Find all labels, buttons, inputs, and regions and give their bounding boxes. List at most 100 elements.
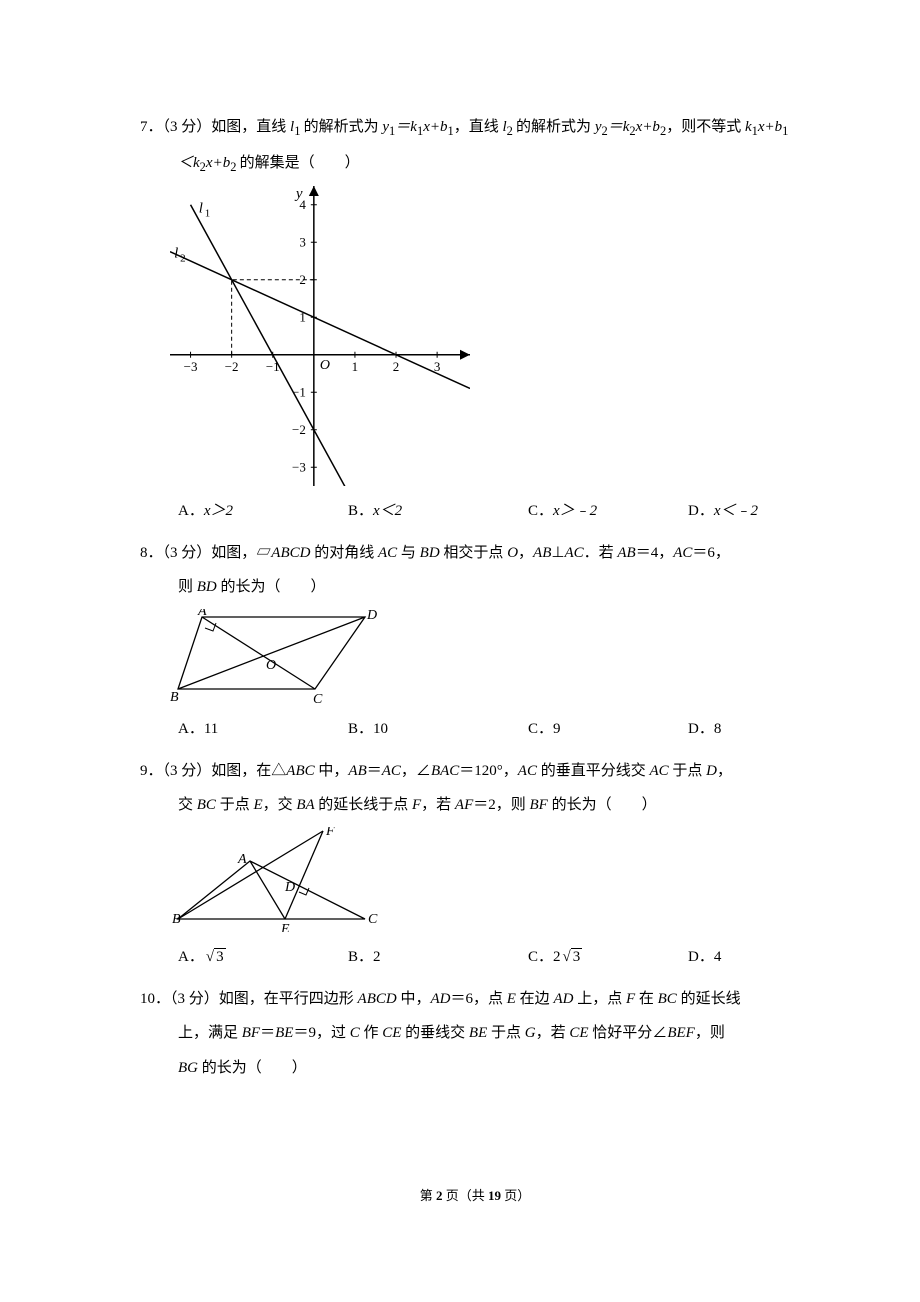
q10-number: 10． [140,991,170,1007]
t: ⊥ [551,545,564,561]
t: AB [533,545,551,561]
t: BF [530,797,552,813]
q8-points: （3 分） [163,545,212,561]
t: E [253,797,262,813]
q8-number: 8． [140,545,163,561]
t: x＜2 [373,503,402,519]
svg-text:1: 1 [352,358,359,373]
t: x+b [636,119,660,135]
t: F [626,991,639,1007]
t: 2 [507,124,516,138]
q10-stem-line3: BG 的长为（ ） [140,1051,810,1086]
t: 如图，在△ [211,763,286,779]
svg-text:A: A [197,609,207,619]
svg-text:B: B [172,912,181,927]
t: CE [382,1025,405,1041]
t: C． [528,503,553,519]
t: y [379,119,389,135]
svg-text:−3: −3 [292,459,306,474]
svg-text:O: O [266,658,276,673]
t: AC [649,763,672,779]
t: ＝ [260,1025,275,1041]
svg-text:C: C [368,912,378,927]
q9-stem: 9．（3 分）如图，在△ABC 中，AB＝AC，∠BAC＝120°，AC 的垂直… [140,754,810,789]
t: BE [275,1025,293,1041]
q8-opt-d: D．8 [688,713,721,746]
t: AC [378,545,401,561]
t: 中， [400,991,430,1007]
q9-options: A．3 B．2 C．23 D．4 [140,941,810,974]
t: BE [469,1025,491,1041]
t: BAC [431,763,459,779]
q8-opt-a: A．11 [178,713,348,746]
footer-total: 19 [488,1188,501,1203]
t: ＜k [178,155,200,171]
page-footer: 第 2 页（共 19 页） [140,1185,810,1224]
t: x＞2 [204,503,233,519]
svg-text:y: y [294,186,303,202]
t: ＝6，点 [450,991,506,1007]
q9-opt-d: D．4 [688,941,721,974]
svg-text:D: D [366,609,377,623]
t: A． [178,503,204,519]
t: ，∠ [401,763,431,779]
q7-stem: 7．（3 分）如图，直线 l1 的解析式为 y1＝k1x+b1，直线 l2 的解… [140,110,810,146]
t: 的垂线交 [405,1025,469,1041]
t: AD [430,991,450,1007]
t: D． [688,503,714,519]
svg-text:−2: −2 [292,421,306,436]
t: AC [564,545,583,561]
t: ，则 [695,1025,725,1041]
svg-text:B: B [170,690,179,704]
t: CE [569,1025,592,1041]
t: 相交于点 [443,545,507,561]
q8-opt-b: B．10 [348,713,528,746]
t: 上，满足 [178,1025,242,1041]
t: ABCD [358,991,401,1007]
t: 如图，在平行四边形 [219,991,358,1007]
q7-opt-a: A．x＞2 [178,495,348,528]
t: ，若 [421,797,455,813]
t: ．若 [584,545,618,561]
svg-text:C: C [313,692,323,704]
t: x＜﹣2 [714,503,758,519]
svg-text:l: l [174,245,178,261]
t: O [507,545,518,561]
t: ， [518,545,533,561]
q8-stem-line2: 则 BD 的长为（ ） [140,570,810,605]
t: ＝ [367,763,382,779]
t: BG [178,1060,202,1076]
t: A． [178,949,204,965]
q9-points: （3 分） [163,763,212,779]
sqrt-icon: 3 [561,941,583,974]
q7-points: （3 分） [163,119,212,135]
t: C．2 [528,949,561,965]
q8-figure: A B C D O [140,609,810,709]
t: AD [553,991,577,1007]
svg-text:D: D [284,880,295,895]
t: x+b [206,155,230,171]
q9-opt-a: A．3 [178,941,348,974]
q8-stem: 8．（3 分）如图，▱ABCD 的对角线 AC 与 BD 相交于点 O，AB⊥A… [140,536,810,571]
q7-opt-d: D．x＜﹣2 [688,495,758,528]
t: 恰好平分∠ [592,1025,667,1041]
t: 上，点 [577,991,626,1007]
svg-text:l: l [199,200,203,216]
question-9: 9．（3 分）如图，在△ABC 中，AB＝AC，∠BAC＝120°，AC 的垂直… [140,754,810,974]
svg-text:3: 3 [434,358,441,373]
t: AF [455,797,473,813]
t: D [706,763,717,779]
q8-opt-c: C．9 [528,713,688,746]
t: AB [617,545,635,561]
svg-text:A: A [237,852,247,867]
sqrt-icon: 3 [204,941,226,974]
svg-text:−1: −1 [266,358,280,373]
t: ，直线 [454,119,499,135]
q10-points: （3 分） [170,991,219,1007]
t: ，若 [536,1025,570,1041]
t: 于点 [220,797,254,813]
svg-text:1: 1 [205,207,211,219]
t: BD [420,545,444,561]
q8-svg: A B C D O [170,609,380,704]
q9-stem-line2: 交 BC 于点 E，交 BA 的延长线于点 F，若 AF＝2，则 BF 的长为（… [140,788,810,823]
